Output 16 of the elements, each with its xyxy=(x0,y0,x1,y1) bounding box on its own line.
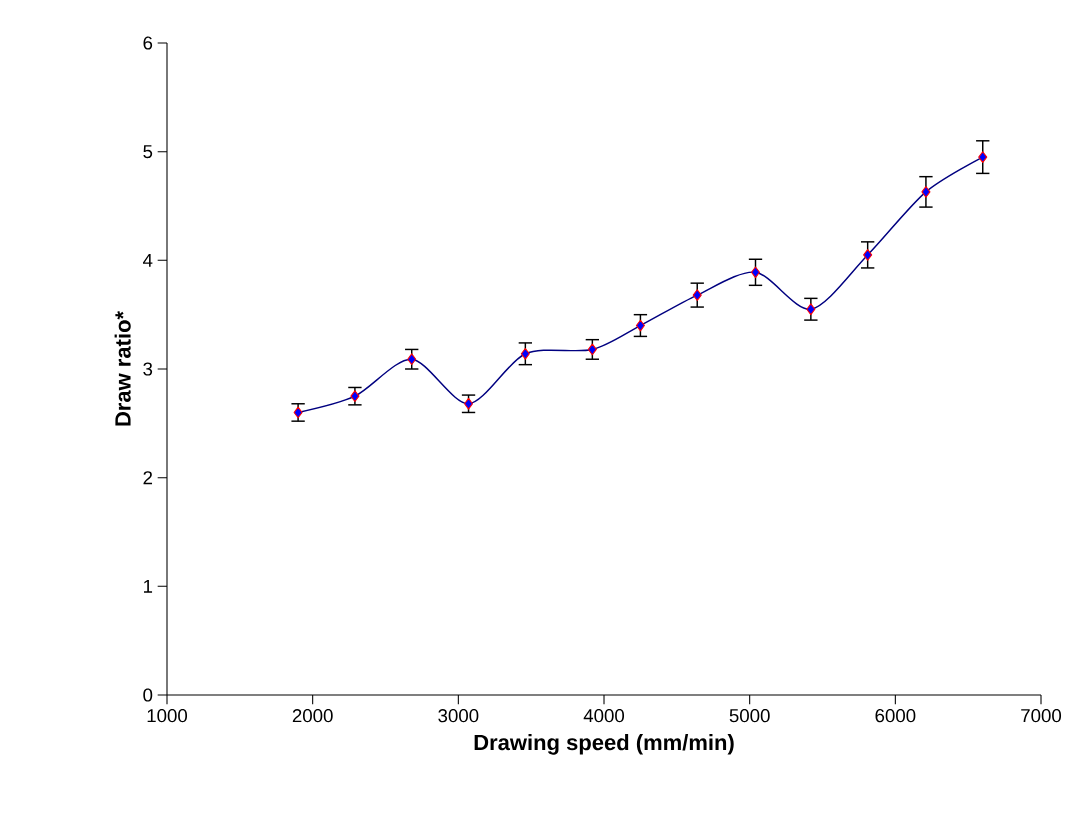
x-tick-label: 1000 xyxy=(147,709,188,723)
y-tick-label: 4 xyxy=(142,253,153,267)
x-tick-label: 5000 xyxy=(729,709,770,723)
y-tick-label: 0 xyxy=(143,688,153,702)
y-tick-label: 1 xyxy=(144,579,153,593)
y-tick-label: 6 xyxy=(143,36,153,50)
y-tick-label: 2 xyxy=(143,471,153,485)
y-tick-label: 5 xyxy=(143,145,153,159)
y-axis-title: Draw ratio* xyxy=(114,310,131,426)
x-tick-label: 4000 xyxy=(583,709,625,723)
x-tick-label: 2000 xyxy=(292,709,333,723)
x-axis-title: Drawing speed (mm/min) xyxy=(474,734,734,755)
x-tick-label: 7000 xyxy=(1021,709,1062,723)
x-tick-label: 6000 xyxy=(875,709,916,723)
y-tick-label: 3 xyxy=(143,362,153,376)
x-tick-label: 3000 xyxy=(438,709,479,723)
